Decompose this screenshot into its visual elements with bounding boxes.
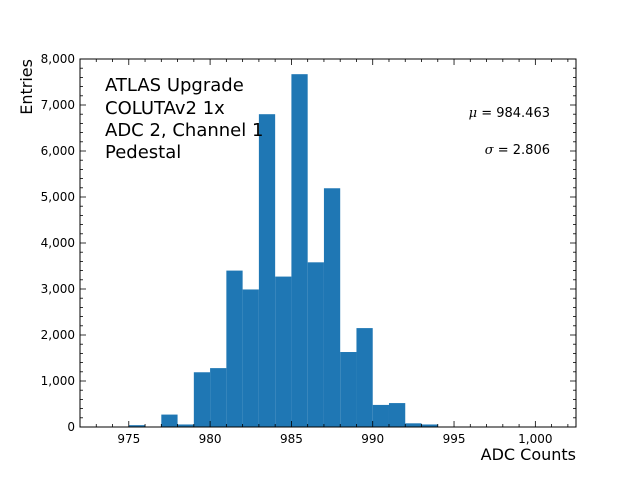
sigma-value: = 2.806 bbox=[494, 143, 550, 158]
x-tick-label: 985 bbox=[280, 432, 303, 446]
plot-frame bbox=[79, 58, 577, 428]
annotation-line-2: COLUTAv2 1x bbox=[105, 98, 225, 119]
histogram-bar-992 bbox=[405, 423, 422, 427]
histogram-bar-983 bbox=[258, 114, 276, 427]
annotation-line-3: ADC 2, Channel 1 bbox=[105, 120, 263, 141]
histogram-bar-979 bbox=[193, 372, 211, 427]
histogram-bar-985 bbox=[291, 74, 308, 428]
histogram-bar-982 bbox=[242, 289, 259, 427]
histogram-bar-981 bbox=[226, 270, 243, 427]
histogram-bar-987 bbox=[323, 188, 341, 427]
y-tick-label: 8,000 bbox=[41, 52, 75, 66]
histogram-bar-984 bbox=[275, 276, 292, 427]
bars-layer bbox=[128, 74, 438, 428]
histogram-bar-989 bbox=[356, 328, 373, 427]
y-tick-label: 0 bbox=[67, 420, 75, 434]
x-tick-label: 990 bbox=[361, 432, 384, 446]
histogram-bar-990 bbox=[372, 404, 389, 427]
y-tick-label: 7,000 bbox=[41, 98, 75, 112]
y-tick-label: 3,000 bbox=[41, 282, 75, 296]
y-tick-label: 1,000 bbox=[41, 374, 75, 388]
histogram-bar-980 bbox=[210, 368, 227, 427]
histogram-bar-975 bbox=[128, 425, 146, 427]
histogram-bar-978 bbox=[177, 424, 194, 427]
y-tick-label: 2,000 bbox=[41, 328, 75, 342]
histogram-bar-977 bbox=[161, 414, 178, 427]
y-tick-label: 5,000 bbox=[41, 190, 75, 204]
annotation-line-1: ATLAS Upgrade bbox=[105, 75, 244, 96]
x-tick-label: 1,000 bbox=[518, 432, 552, 446]
mean-symbol: μ bbox=[469, 106, 477, 121]
mean-stat: μ = 984.463 bbox=[469, 106, 550, 121]
y-tick-label: 4,000 bbox=[41, 236, 75, 250]
x-tick-label: 980 bbox=[199, 432, 222, 446]
histogram-bar-993 bbox=[421, 424, 438, 427]
histogram-bar-986 bbox=[307, 262, 324, 427]
x-tick-label: 975 bbox=[117, 432, 140, 446]
histogram-bar-991 bbox=[388, 403, 406, 427]
x-axis-label: ADC Counts bbox=[481, 445, 576, 464]
sigma-stat: σ = 2.806 bbox=[485, 143, 550, 158]
y-axis-label: Entries bbox=[17, 59, 36, 115]
mean-value: = 984.463 bbox=[477, 106, 550, 121]
ticks-layer: 975 980 985 990 995 1,000 0 1,000 2,000 3,000 4,00… bbox=[41, 52, 576, 446]
x-tick-label: 995 bbox=[443, 432, 466, 446]
annotation-line-4: Pedestal bbox=[105, 142, 181, 163]
y-tick-label: 6,000 bbox=[41, 144, 75, 158]
sigma-symbol: σ bbox=[485, 143, 495, 158]
histogram-bar-988 bbox=[340, 352, 357, 427]
